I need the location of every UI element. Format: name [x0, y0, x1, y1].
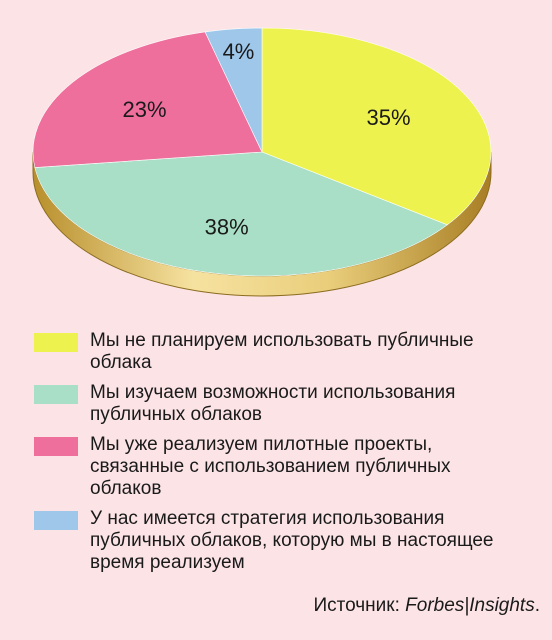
pie-slice-1: [261, 27, 492, 226]
pie-slice-3: [32, 31, 263, 168]
legend-swatch-3: [34, 437, 78, 456]
legend-item-3: Мы уже реализуем пилотные проекты, связа…: [34, 434, 544, 500]
pie-slice-label-3: 23%: [123, 97, 167, 122]
legend: Мы не планируем использовать публичные о…: [34, 330, 544, 582]
legend-label-3: Мы уже реализуем пилотные проекты, связа…: [90, 434, 451, 499]
legend-label-1: Мы не планируем использовать публичные о…: [90, 330, 474, 373]
source-brand: Forbes|Insights: [405, 595, 535, 616]
pie-slice-label-1: 35%: [366, 105, 410, 130]
legend-swatch-2: [34, 385, 78, 404]
pie-chart: 35% 38% 23% 4%: [32, 27, 492, 297]
pie-slices: [32, 27, 492, 277]
legend-swatch-4: [34, 511, 78, 530]
legend-label-4: У нас имеется стратегия использования пу…: [90, 508, 494, 573]
legend-item-1: Мы не планируем использовать публичные о…: [34, 330, 544, 374]
source-prefix: Источник:: [313, 595, 406, 616]
pie-slice-label-2: 38%: [205, 214, 249, 239]
legend-swatch-1: [34, 333, 78, 352]
pie-slice-label-4: 4%: [223, 39, 255, 64]
pie-labels: 35% 38% 23% 4%: [123, 39, 411, 239]
legend-label-2: Мы изучаем возможности использования пуб…: [90, 382, 456, 425]
pie-slice-4: [204, 27, 263, 153]
source-note: Источник: Forbes|Insights.: [313, 595, 540, 617]
source-suffix: .: [534, 595, 540, 616]
pie-slice-2: [34, 151, 448, 277]
legend-item-4: У нас имеется стратегия использования пу…: [34, 508, 544, 574]
legend-item-2: Мы изучаем возможности использования пуб…: [34, 382, 544, 426]
